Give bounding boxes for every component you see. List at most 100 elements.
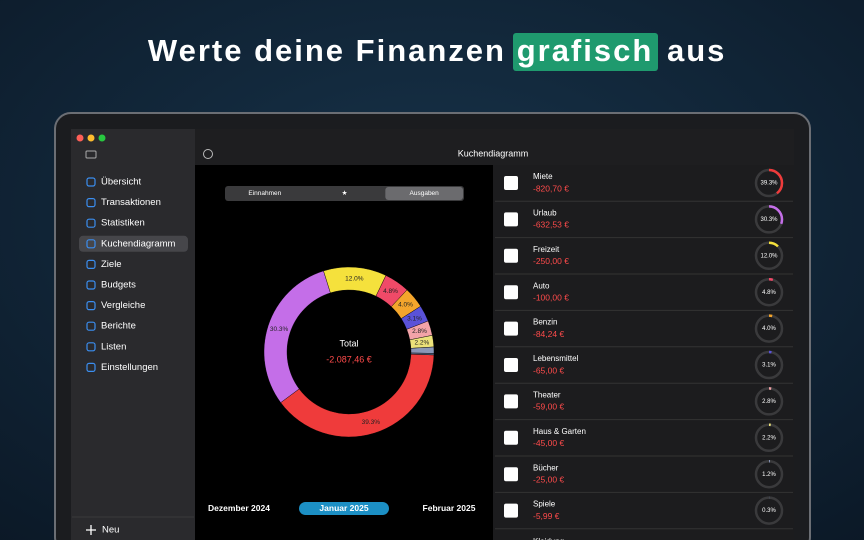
slice-label: 30.3% (270, 326, 289, 333)
category-amount: -45,00 € (533, 438, 564, 448)
center-label: Total (339, 338, 358, 348)
ring-label: 2.2% (762, 435, 776, 441)
ring-value (754, 423, 784, 453)
sidebar-item[interactable]: Ziele (101, 259, 122, 270)
ring-value (754, 350, 784, 380)
ring-label: 39.3% (760, 181, 778, 187)
toolbar-title: Kuchendiagramm (458, 148, 529, 158)
headline: aus (667, 33, 726, 68)
sidebar-icon (86, 259, 96, 269)
month[interactable]: Januar 2025 (319, 503, 368, 513)
slice-label: 4.8% (383, 288, 398, 295)
sidebar-item[interactable]: Transaktionen (101, 197, 161, 208)
category-icon (504, 248, 518, 263)
ring-label: 3.1% (762, 363, 776, 369)
sidebar-item[interactable]: Statistiken (101, 218, 145, 229)
month-selected (299, 502, 389, 515)
sidebar-item[interactable]: Einstellungen (101, 362, 158, 373)
category-name[interactable]: Auto (533, 281, 550, 290)
segment-option[interactable]: Ausgaben (410, 190, 440, 197)
category-name[interactable]: Benzin (533, 318, 557, 327)
category-icon (504, 212, 518, 227)
ring-label: 0.3% (762, 508, 776, 514)
category-icon (504, 176, 518, 190)
sidebar-icon (86, 239, 96, 249)
sidebar-icon (86, 218, 96, 228)
category-amount: -5,99 € (533, 511, 560, 521)
segment-option[interactable]: Einnahmen (248, 190, 281, 197)
category-amount: -632,53 € (533, 220, 569, 230)
category-icon (504, 394, 518, 409)
category-amount: -25,00 € (533, 474, 564, 484)
month[interactable]: Dezember 2024 (208, 503, 270, 513)
sidebar-item[interactable]: Vergleiche (101, 300, 145, 311)
ring-value (754, 241, 784, 271)
ring-label: 30.3% (760, 217, 778, 223)
slice-label: 4.0% (398, 302, 413, 309)
headline: Werte deine Finanzen (148, 33, 506, 68)
sidebar-icon (86, 280, 96, 290)
slice-label: 3.1% (407, 315, 422, 322)
segment-selected (385, 187, 463, 200)
window-minimize[interactable] (87, 134, 95, 142)
sidebar-icon (86, 301, 96, 311)
slice-label: 2.2% (414, 339, 429, 346)
sidebar-item[interactable]: Listen (101, 341, 126, 352)
expense-list (493, 165, 794, 540)
ring-label: 2.8% (762, 399, 776, 405)
sidebar-item[interactable]: Berichte (101, 321, 136, 332)
sidebar-item[interactable]: Budgets (101, 280, 136, 291)
segment-option[interactable]: ★ (342, 189, 348, 197)
ring-label: 1.2% (762, 472, 776, 478)
category-name[interactable]: Urlaub (533, 209, 557, 218)
category-name[interactable]: Miete (533, 172, 553, 181)
headline-highlight-text: grafisch (517, 33, 654, 68)
ring-value (754, 459, 784, 489)
category-amount: -100,00 € (533, 292, 569, 302)
pie-slice (410, 346, 435, 354)
category-name[interactable]: Freizeit (533, 245, 560, 254)
ring-value (754, 205, 784, 234)
ring-value (754, 314, 784, 343)
category-icon (504, 285, 518, 300)
category-name[interactable]: Theater (533, 391, 561, 400)
pie-slice (280, 353, 435, 438)
headline-highlight (513, 33, 658, 71)
category-amount: -65,00 € (533, 365, 564, 375)
category-name[interactable]: Bücher (533, 463, 559, 472)
sidebar-icon (86, 362, 96, 372)
ring-value (754, 168, 784, 198)
toolbar (195, 129, 794, 165)
category-amount: -59,00 € (533, 402, 564, 412)
category-name[interactable]: Kleidung (533, 537, 564, 540)
category-name[interactable]: Haus & Garten (533, 427, 586, 436)
window-close[interactable] (76, 134, 84, 142)
sidebar-item[interactable]: Kuchendiagramm (101, 238, 176, 249)
window-zoom[interactable] (98, 134, 106, 142)
category-amount: -250,00 € (533, 256, 569, 266)
sidebar-item[interactable]: Übersicht (101, 177, 141, 188)
category-icon (504, 503, 518, 518)
sidebar-toggle[interactable] (85, 150, 97, 159)
sidebar (71, 129, 195, 540)
slice-label: 2.8% (412, 328, 427, 335)
sidebar-icon (86, 321, 96, 331)
sidebar-icon (86, 177, 96, 187)
ring-value (754, 496, 784, 525)
category-icon (504, 321, 518, 336)
slice-label: 12.0% (345, 275, 364, 282)
new-button[interactable]: Neu (102, 525, 119, 536)
category-icon (504, 430, 518, 445)
sidebar-selected (79, 235, 188, 252)
center-value: -2.087,46 € (326, 354, 372, 364)
ring-label: 4.0% (762, 326, 776, 332)
category-name[interactable]: Spiele (533, 500, 556, 509)
month[interactable]: Februar 2025 (423, 503, 476, 513)
category-name[interactable]: Lebensmittel (533, 354, 579, 363)
pie-slice (410, 352, 435, 356)
ring-value (754, 277, 784, 307)
ring-label: 12.0% (760, 253, 778, 259)
sidebar-icon (86, 198, 96, 208)
filter-icon[interactable] (203, 149, 213, 159)
